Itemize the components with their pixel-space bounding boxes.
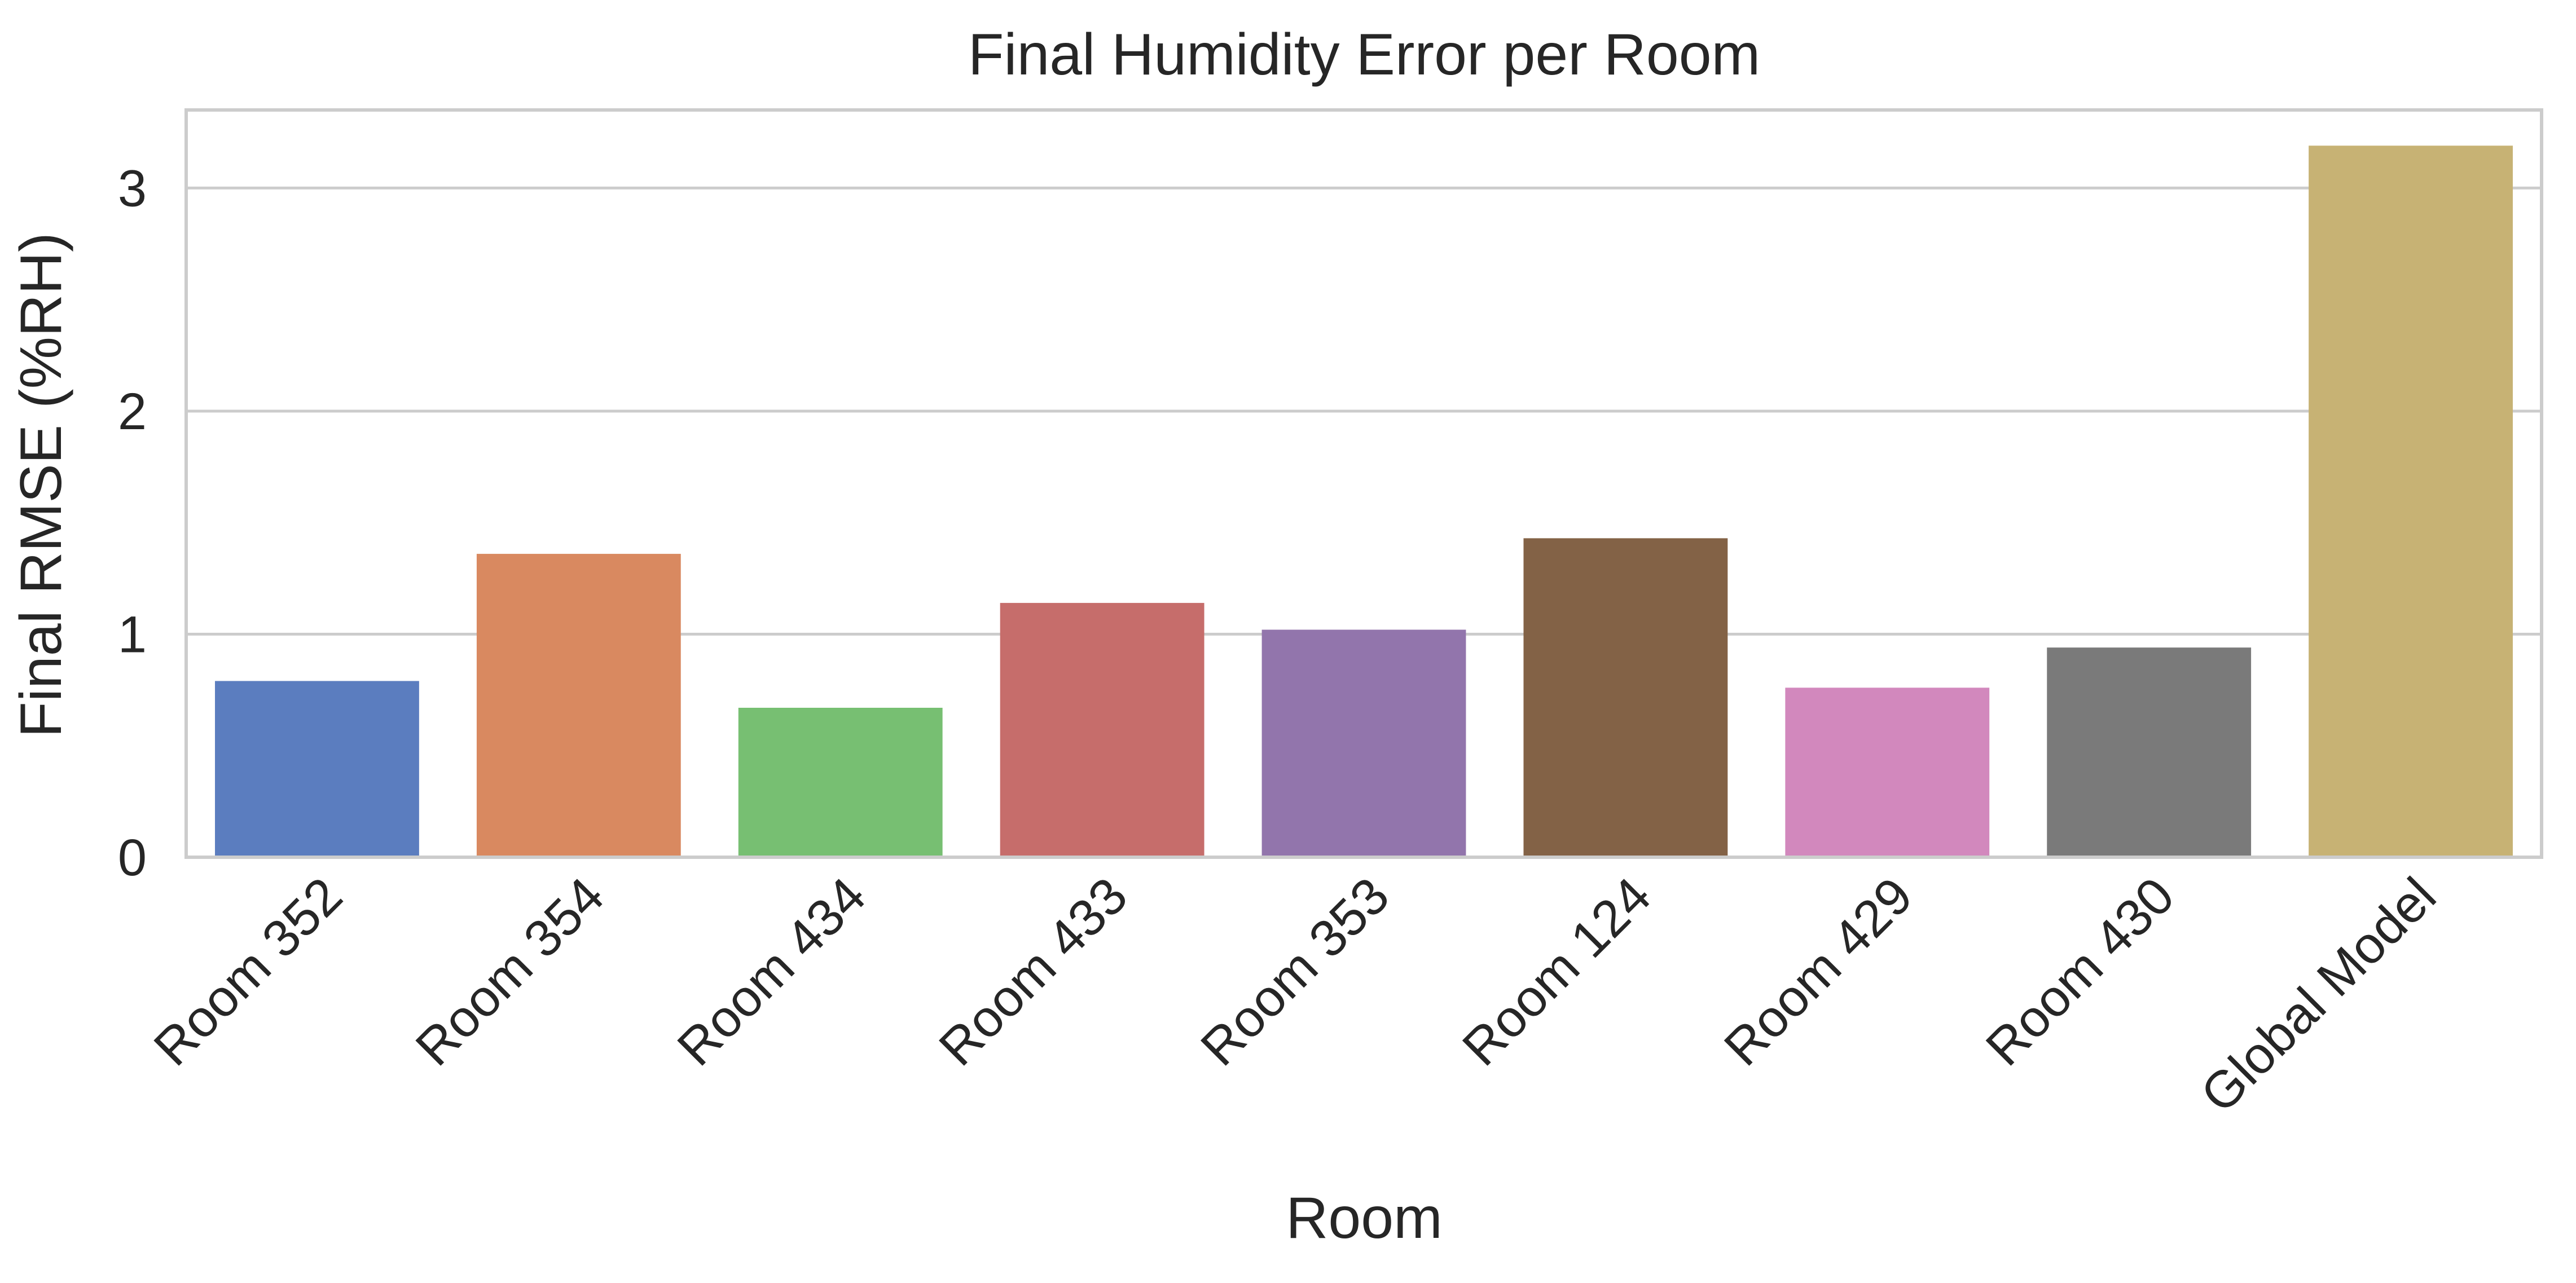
x-tick-label: Room 353 bbox=[1190, 867, 1400, 1077]
x-tick-labels: Room 352 Room 354 Room 434 Room 433 Room 353… bbox=[143, 867, 2447, 1123]
x-tick-label: Room 354 bbox=[405, 867, 615, 1077]
x-tick-label: Room 434 bbox=[667, 867, 877, 1077]
x-tick-label: Room 433 bbox=[928, 867, 1138, 1077]
x-tick-label: Room 352 bbox=[143, 867, 353, 1077]
y-tick-label: 2 bbox=[118, 383, 147, 440]
bar bbox=[1261, 629, 1466, 857]
x-tick-label: Room 124 bbox=[1452, 867, 1661, 1077]
bars bbox=[215, 146, 2513, 857]
bar bbox=[215, 681, 419, 857]
y-axis-label: Final RMSE (%RH) bbox=[8, 232, 74, 738]
x-tick-label: Global Model bbox=[2190, 867, 2447, 1123]
plot-frame bbox=[184, 108, 2543, 859]
bar bbox=[738, 708, 943, 857]
x-tick-label: Room 429 bbox=[1713, 867, 1923, 1077]
bar bbox=[1785, 687, 1990, 857]
bar bbox=[1000, 603, 1205, 857]
bar bbox=[476, 554, 681, 857]
x-tick-label: Room 430 bbox=[1975, 867, 2185, 1077]
x-axis-label: Room bbox=[1286, 1185, 1442, 1251]
y-tick-labels: 0 1 2 3 bbox=[118, 160, 147, 887]
bar bbox=[2309, 146, 2513, 857]
y-tick-label: 0 bbox=[118, 829, 147, 887]
y-tick-label: 3 bbox=[118, 160, 147, 217]
y-tick-label: 1 bbox=[118, 606, 147, 663]
bar bbox=[1523, 538, 1728, 857]
bar bbox=[2047, 647, 2252, 857]
chart-title: Final Humidity Error per Room bbox=[968, 22, 1760, 87]
